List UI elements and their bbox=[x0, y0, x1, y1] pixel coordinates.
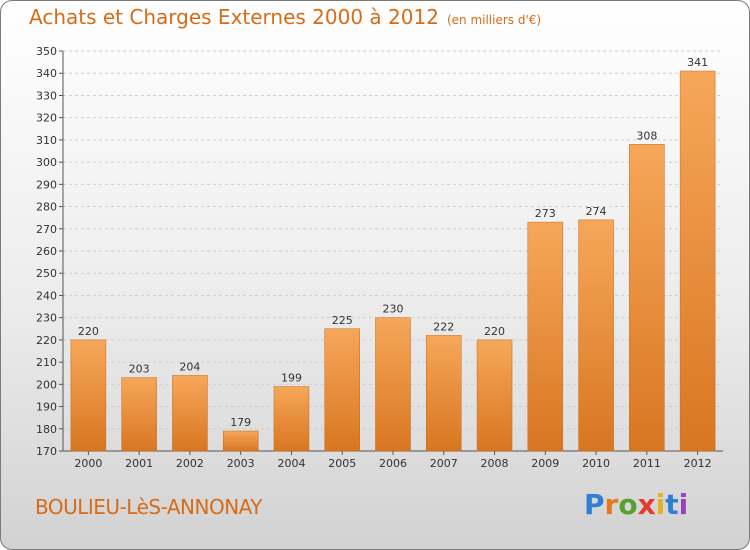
logo-letter: i bbox=[655, 488, 666, 521]
x-tick-label: 2005 bbox=[328, 457, 356, 470]
bar bbox=[273, 386, 310, 452]
bar bbox=[476, 339, 513, 452]
y-tick-label: 180 bbox=[36, 423, 57, 436]
y-tick-label: 310 bbox=[36, 134, 57, 147]
x-tick-label: 2010 bbox=[582, 457, 610, 470]
x-tick-label: 2002 bbox=[176, 457, 204, 470]
x-tick-label: 2000 bbox=[74, 457, 102, 470]
y-tick-label: 260 bbox=[36, 245, 57, 258]
bar-value-label: 273 bbox=[535, 207, 556, 220]
y-tick-label: 220 bbox=[36, 334, 57, 347]
bar-value-label: 204 bbox=[179, 360, 200, 373]
x-tick-label: 2007 bbox=[430, 457, 458, 470]
bar-value-label: 203 bbox=[129, 363, 150, 376]
axis-layer: 170 180 190 200 210 220 230 240 250 260 270 280 290 3… bbox=[36, 45, 723, 470]
logo-letter: r bbox=[604, 488, 619, 521]
bar-value-label: 308 bbox=[636, 129, 657, 142]
y-tick-label: 280 bbox=[36, 201, 57, 214]
bar-value-label: 230 bbox=[383, 303, 404, 316]
bar-value-label: 199 bbox=[281, 372, 302, 385]
y-tick-label: 290 bbox=[36, 178, 57, 191]
chart-title-text: Achats et Charges Externes 2000 à 2012 bbox=[29, 5, 439, 29]
bar bbox=[121, 377, 157, 452]
label-layer: 220 203 204 179 199 225 230 222 220 273 274 308 341 bbox=[78, 56, 708, 429]
logo-letter: i bbox=[678, 488, 689, 521]
y-tick-label: 240 bbox=[36, 289, 57, 302]
x-tick-label: 2008 bbox=[481, 457, 509, 470]
x-tick-label: 2003 bbox=[227, 457, 255, 470]
x-tick-label: 2009 bbox=[531, 457, 559, 470]
y-tick-label: 210 bbox=[36, 356, 57, 369]
bar-value-label: 341 bbox=[687, 56, 708, 69]
chart-subtitle: (en milliers d'€) bbox=[446, 13, 542, 27]
bar-value-label: 222 bbox=[433, 320, 454, 333]
proxiti-logo: Proxiti bbox=[584, 488, 688, 521]
y-tick-label: 340 bbox=[36, 67, 57, 80]
y-tick-label: 300 bbox=[36, 156, 57, 169]
y-tick-label: 230 bbox=[36, 312, 57, 325]
logo-letter: P bbox=[584, 488, 605, 521]
bar-value-label: 274 bbox=[586, 205, 607, 218]
x-tick-label: 2001 bbox=[125, 457, 153, 470]
y-tick-label: 270 bbox=[36, 223, 57, 236]
y-tick-label: 170 bbox=[36, 445, 57, 458]
y-tick-label: 320 bbox=[36, 112, 57, 125]
bar bbox=[679, 70, 716, 452]
chart-title: Achats et Charges Externes 2000 à 2012 (e… bbox=[29, 5, 541, 29]
bar-value-label: 179 bbox=[230, 416, 251, 429]
y-tick-label: 200 bbox=[36, 378, 57, 391]
bar-value-label: 220 bbox=[78, 325, 99, 338]
commune-name: BOULIEU-LèS-ANNONAY bbox=[35, 495, 263, 519]
bar-layer bbox=[70, 70, 716, 452]
logo-letter: x bbox=[637, 488, 656, 521]
bar-value-label: 225 bbox=[332, 314, 353, 327]
bar bbox=[222, 430, 259, 452]
bar-value-label: 220 bbox=[484, 325, 505, 338]
bar bbox=[375, 317, 411, 452]
y-tick-label: 190 bbox=[36, 401, 57, 414]
bar bbox=[578, 219, 614, 452]
x-tick-label: 2006 bbox=[379, 457, 407, 470]
logo-letter: t bbox=[665, 488, 679, 521]
bar bbox=[172, 375, 208, 452]
x-tick-label: 2012 bbox=[684, 457, 712, 470]
bar bbox=[324, 328, 360, 452]
bar bbox=[527, 221, 564, 452]
bar bbox=[70, 339, 107, 452]
y-tick-label: 250 bbox=[36, 267, 57, 280]
y-tick-label: 350 bbox=[36, 45, 57, 58]
x-tick-label: 2011 bbox=[633, 457, 661, 470]
logo-letter: o bbox=[618, 488, 638, 521]
y-tick-label: 330 bbox=[36, 89, 57, 102]
bar bbox=[629, 144, 665, 452]
bar bbox=[426, 335, 462, 452]
x-tick-label: 2004 bbox=[277, 457, 305, 470]
